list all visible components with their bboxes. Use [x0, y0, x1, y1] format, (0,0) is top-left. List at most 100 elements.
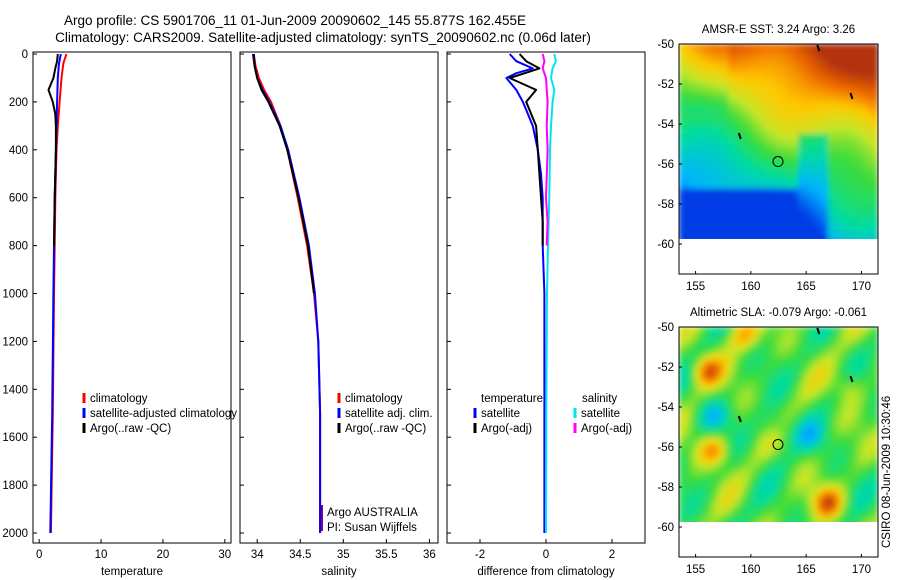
heat-cell — [713, 511, 720, 518]
heat-cell — [867, 361, 874, 368]
heat-cell — [753, 238, 760, 239]
heat-cell — [738, 406, 745, 413]
heat-cell — [753, 48, 760, 55]
heat-cell — [813, 376, 819, 383]
heat-cell — [713, 143, 720, 150]
heat-cell — [728, 168, 735, 175]
heat-cell — [822, 426, 829, 433]
heat-cell — [778, 511, 784, 518]
heat-cell — [773, 401, 779, 408]
heat-cell — [857, 436, 864, 443]
heat-cell — [842, 351, 849, 358]
heat-cell — [698, 436, 705, 443]
heat-cell — [788, 391, 794, 398]
heat-cell — [773, 203, 779, 210]
heat-cell — [693, 471, 700, 478]
heat-cell — [847, 491, 854, 498]
heat-cell — [827, 58, 834, 65]
heat-cell — [758, 421, 765, 428]
heat-cell — [813, 113, 819, 120]
heat-cell — [698, 208, 705, 215]
heat-cell — [778, 44, 784, 50]
heat-cell — [827, 133, 834, 140]
heat-cell — [713, 168, 720, 175]
heat-cell — [733, 471, 740, 478]
heat-cell — [852, 351, 859, 358]
heat-cell — [693, 93, 700, 100]
heat-cell — [728, 198, 735, 205]
heat-cell — [688, 361, 695, 368]
heat-cell — [688, 496, 695, 503]
heat-cell — [708, 426, 715, 433]
heat-cell — [862, 123, 869, 130]
lon-tick-label: 165 — [797, 564, 816, 576]
heat-cell — [813, 238, 819, 239]
heat-cell — [803, 118, 809, 125]
heat-cell — [818, 506, 824, 513]
heat-cell — [822, 491, 829, 498]
heat-cell — [872, 128, 878, 135]
heat-cell — [783, 496, 789, 503]
heat-cell — [773, 223, 779, 230]
heat-cell — [713, 198, 720, 205]
heat-cell — [773, 138, 779, 145]
heat-cell — [813, 346, 819, 353]
heat-cell — [842, 118, 849, 125]
heat-cell — [733, 158, 740, 165]
heat-cell — [857, 346, 864, 353]
heat-cell — [713, 223, 720, 230]
heat-cell — [708, 168, 715, 175]
heat-cell — [743, 341, 750, 348]
heat-cell — [693, 233, 700, 239]
heat-cell — [788, 351, 794, 358]
heat-cell — [862, 366, 869, 373]
heat-cell — [872, 471, 878, 478]
heat-cell — [738, 516, 745, 522]
heat-cell — [862, 223, 869, 230]
heat-cell — [693, 371, 700, 378]
heat-cell — [822, 78, 829, 85]
heat-cell — [832, 426, 839, 433]
heat-cell — [773, 193, 779, 200]
heat-cell — [773, 521, 779, 522]
heat-cell — [842, 481, 849, 488]
heat-cell — [847, 501, 854, 508]
heat-cell — [842, 138, 849, 145]
heat-cell — [857, 233, 864, 239]
heat-cell — [803, 108, 809, 115]
heat-cell — [753, 406, 760, 413]
heat-cell — [872, 113, 878, 120]
heat-cell — [758, 78, 765, 85]
heat-cell — [788, 88, 794, 95]
heat-cell — [738, 351, 745, 358]
heat-cell — [778, 133, 784, 140]
heat-cell — [788, 511, 794, 518]
heat-cell — [683, 208, 690, 215]
heat-cell — [847, 158, 854, 165]
heat-cell — [857, 336, 864, 343]
heat-cell — [703, 496, 710, 503]
heat-cell — [872, 188, 878, 195]
heat-cell — [827, 93, 834, 100]
heat-cell — [718, 93, 725, 100]
heat-cell — [679, 98, 685, 105]
heat-cell — [708, 361, 715, 368]
heat-cell — [763, 486, 770, 493]
heat-cell — [773, 238, 779, 239]
heat-cell — [743, 88, 750, 95]
heat-cell — [723, 471, 730, 478]
heat-cell — [773, 148, 779, 155]
heat-cell — [852, 341, 859, 348]
heat-cell — [788, 103, 794, 110]
heat-cell — [827, 68, 834, 75]
heat-cell — [788, 451, 794, 458]
heat-cell — [748, 153, 755, 160]
heat-cell — [763, 168, 770, 175]
heat-cell — [763, 476, 770, 483]
heat-cell — [857, 143, 864, 150]
heat-cell — [818, 98, 824, 105]
heat-cell — [793, 103, 799, 110]
heat-cell — [867, 356, 874, 363]
heat-cell — [803, 466, 809, 473]
heat-cell — [688, 411, 695, 418]
